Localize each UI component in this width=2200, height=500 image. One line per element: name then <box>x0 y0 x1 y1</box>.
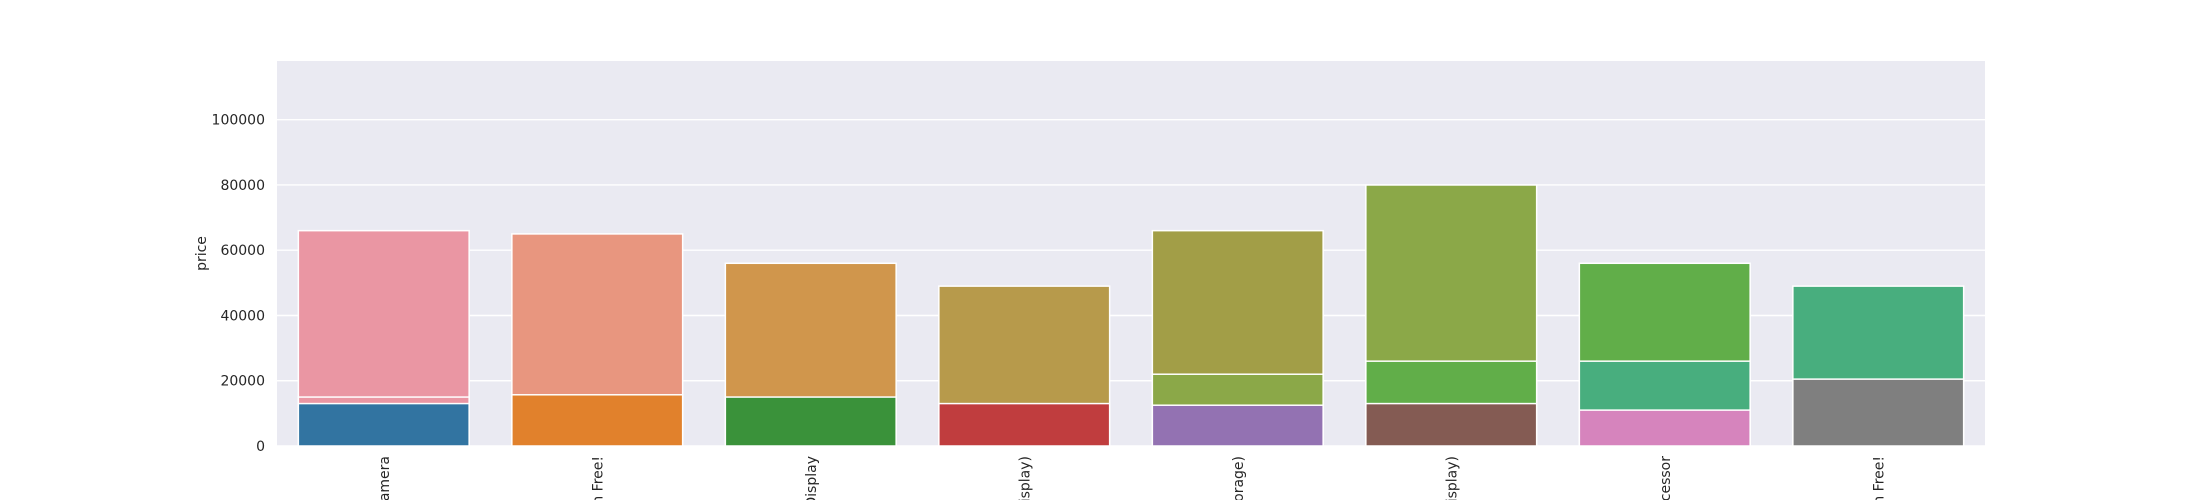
bar-layer3-3 <box>724 396 897 447</box>
y-tick-label: 0 <box>256 439 265 455</box>
y-tick-label: 100000 <box>212 113 265 129</box>
y-tick-label: 20000 <box>220 374 265 390</box>
x-tick-label: n Free! <box>590 456 606 500</box>
y-axis-label: price <box>194 236 210 271</box>
x-tick-label: amera <box>377 456 393 500</box>
bar-layer3-7 <box>1578 409 1751 447</box>
bar-layer3-4 <box>938 402 1111 447</box>
x-tick-label: Display <box>804 456 820 500</box>
x-tick-label: n Free! <box>1871 456 1887 500</box>
bar-layer3-1 <box>297 402 470 447</box>
bar-layer3-2 <box>511 394 684 447</box>
bar-layer3-5 <box>1151 404 1324 447</box>
y-tick-label: 40000 <box>220 308 265 324</box>
x-tick-label: cessor <box>1658 456 1674 500</box>
bar-layer3-6 <box>1365 402 1538 447</box>
bar-layer3-8 <box>1792 378 1965 447</box>
y-tick-label: 80000 <box>220 178 265 194</box>
x-tick-label: isplay) <box>1017 456 1033 500</box>
bars <box>297 184 1965 447</box>
y-axis-ticks: 0 20000 40000 60000 80000 100000 <box>212 113 265 455</box>
x-axis-ticks: amera n Free! Display isplay) orage) isplay) c… <box>377 456 1888 500</box>
y-tick-label: 60000 <box>220 243 265 259</box>
x-tick-label: orage) <box>1231 456 1247 500</box>
x-tick-label: isplay) <box>1444 456 1460 500</box>
